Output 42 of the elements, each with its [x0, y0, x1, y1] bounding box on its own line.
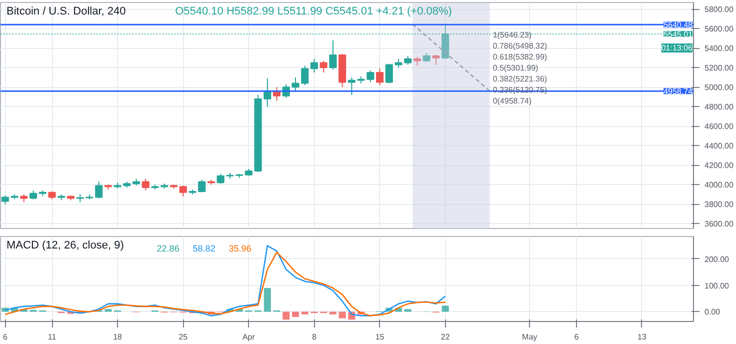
- chart-title: Bitcoin / U.S. Dollar, 240: [6, 6, 126, 18]
- y-tick-label: 4400.00: [704, 142, 734, 151]
- y-tick-label: 5400.00: [704, 44, 734, 54]
- annotation: 0.5(5301.99): [492, 64, 539, 72]
- ref-line-label: 5545.01: [664, 30, 694, 39]
- x-tick-label: Apr: [242, 332, 256, 342]
- annotation: 0.618(5382.99): [492, 52, 548, 62]
- annotation: 1(5646.23): [492, 30, 532, 40]
- annotation: 0.382(5221.36): [492, 74, 548, 84]
- text: 58.82: [192, 244, 216, 254]
- x-tick-label: 6: [2, 332, 8, 342]
- x-tick-label: 6: [574, 332, 580, 342]
- y-tick-label: 5000.00: [704, 83, 734, 92]
- ref-line-label: 5640.48: [664, 20, 694, 30]
- chart-title: MACD (12, 26, close, 9): [6, 240, 124, 252]
- y-tick-label: 0.00: [704, 308, 721, 317]
- x-tick-label: 15: [375, 332, 385, 342]
- annotation: 0(4958.74): [492, 96, 532, 106]
- y-tick-label: 3800.00: [704, 200, 734, 210]
- annotation: 0.786(5498.32): [492, 42, 548, 50]
- x-tick-label: May: [522, 332, 538, 342]
- y-tick-label: 5200.00: [704, 64, 734, 73]
- x-tick-label: 25: [178, 332, 188, 342]
- text: 35.96: [228, 244, 252, 254]
- y-tick-label: 100.00: [704, 281, 730, 290]
- text: 22.86: [156, 244, 180, 254]
- y-tick-label: 4200.00: [704, 161, 734, 170]
- x-tick-label: 18: [113, 332, 123, 342]
- chart-subtitle: O5540.10 H5582.99 L5511.99 C5545.01 +4.21 (+0.08%): [175, 6, 452, 18]
- y-tick-label: 200.00: [704, 254, 730, 264]
- y-tick-label: 4800.00: [704, 102, 734, 112]
- annotation: 01:13:06: [661, 44, 694, 52]
- ref-line-label: 4958.74: [664, 87, 694, 96]
- y-tick-label: 4600.00: [704, 122, 734, 132]
- y-tick-label: 5600.00: [704, 24, 734, 34]
- y-tick-label: 3600.00: [704, 220, 734, 229]
- y-tick-label: 4000.00: [704, 180, 734, 190]
- x-tick-label: 8: [312, 332, 317, 342]
- y-tick-label: 5800.00: [704, 5, 734, 14]
- x-tick-label: 22: [440, 332, 450, 342]
- x-tick-label: 11: [48, 332, 57, 342]
- x-tick-label: 13: [638, 332, 647, 342]
